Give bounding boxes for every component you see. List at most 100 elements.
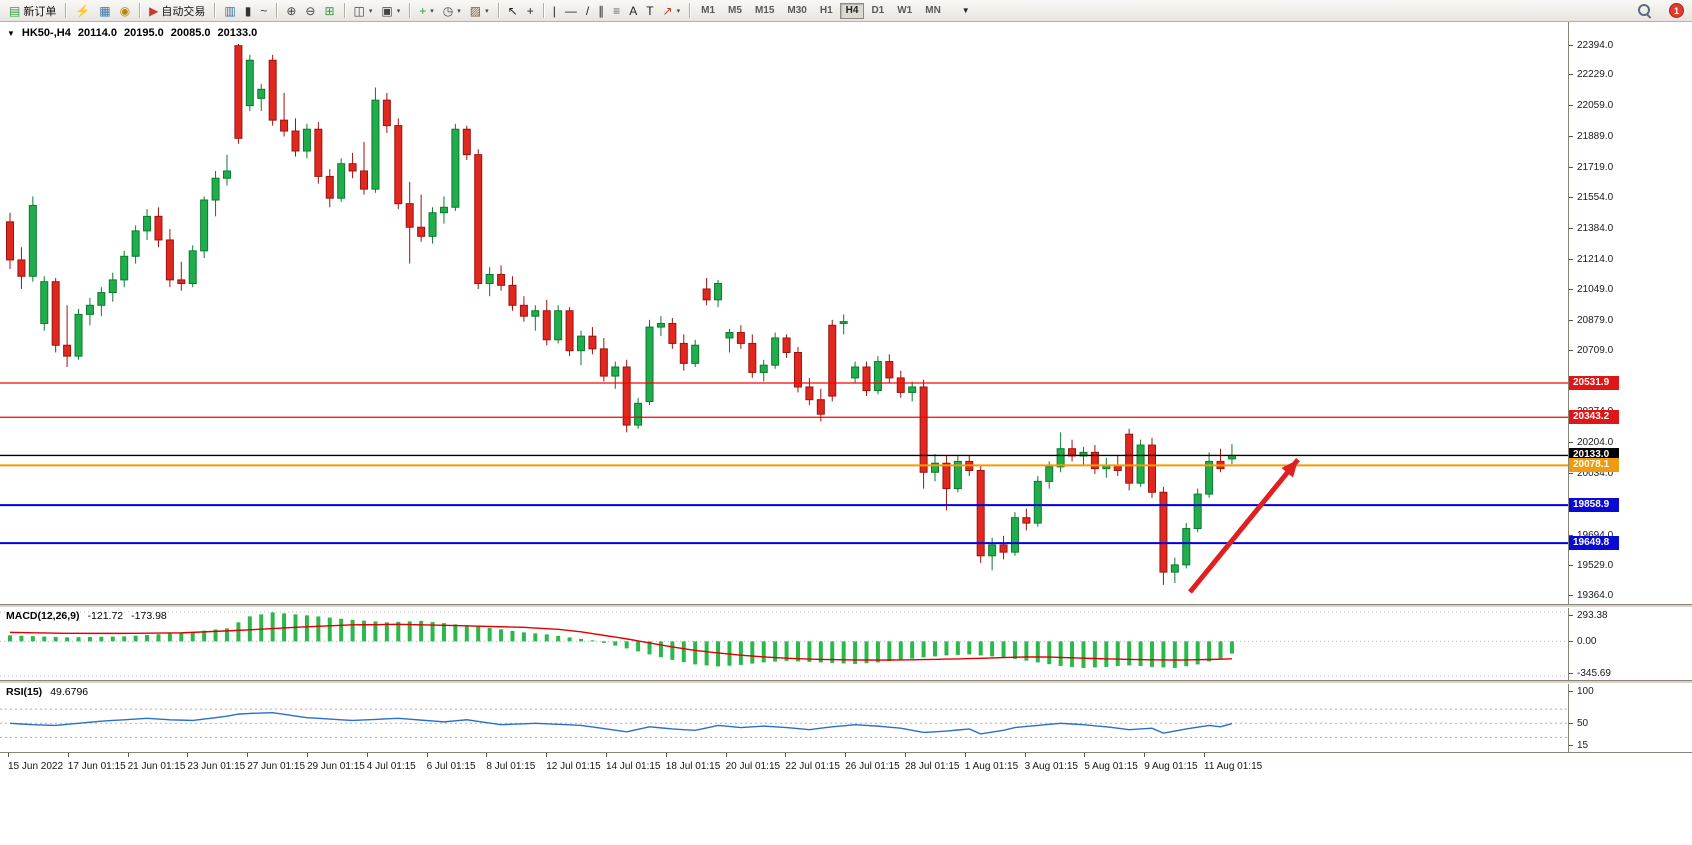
macd-histogram-bar [373, 621, 378, 642]
rsi-chart[interactable] [0, 684, 1568, 752]
candle-body [588, 335, 597, 350]
candle-body [6, 221, 14, 261]
trendline-button[interactable]: / [582, 0, 593, 22]
price-tick-label: 21049.0 [1569, 282, 1613, 296]
time-axis[interactable]: 15 Jun 2022 17 Jun 01:15 21 Jun 01:15 23 Ju… [0, 752, 1692, 778]
timeframe-h1-button[interactable]: H1 [819, 4, 833, 16]
candle-body [919, 386, 928, 473]
search-icon[interactable] [1637, 3, 1652, 19]
tick-mark [1569, 258, 1573, 260]
templates-button[interactable]: ▨ ▾ [466, 0, 493, 22]
timeframe-m1-button[interactable]: M1 [701, 4, 716, 16]
dropdown-caret-icon: ▾ [368, 7, 373, 15]
channel-button[interactable]: ∥ [594, 0, 608, 22]
vertical-line-button[interactable]: | [549, 0, 560, 22]
macd-histogram-bar [955, 641, 960, 655]
macd-histogram-bar [8, 635, 12, 642]
macd-histogram-bar [807, 641, 812, 662]
macd-histogram-bar [1070, 641, 1075, 667]
line-chart-button[interactable]: ~ [256, 0, 271, 22]
macd-histogram-bar [750, 641, 755, 664]
macd-histogram-bar [499, 629, 504, 642]
cursor-button[interactable]: ↖ [504, 0, 522, 22]
time-axis-label: 22 Jul 01:15 [785, 761, 840, 772]
market-watch-button[interactable]: ⚡ [71, 0, 94, 22]
time-axis-label: 6 Jul 01:15 [426, 761, 476, 772]
timeframe-w1-button[interactable]: W1 [897, 4, 913, 16]
timeframe-d1-button[interactable]: D1 [871, 4, 885, 16]
macd-histogram-bar [704, 641, 709, 666]
tick-mark [1569, 442, 1573, 444]
notification-badge[interactable]: 1 [1669, 3, 1684, 18]
main-chart-panel[interactable]: ▼ HK50-,H4 20114.0 20195.0 20085.0 20133… [0, 22, 1692, 604]
chart-menu-icon[interactable]: ▼ [7, 28, 15, 38]
toolbar-separator [139, 3, 141, 18]
macd-histogram-bar [738, 641, 743, 665]
horizontal-line-button[interactable]: — [561, 0, 581, 22]
data-window-button[interactable]: ▦ [95, 0, 114, 22]
profiles-button[interactable]: ▣ ▾ [377, 0, 404, 22]
cursor-icon: ↖ [507, 3, 518, 18]
dropdown-caret-icon: ▾ [485, 7, 489, 15]
panel-splitter[interactable] [0, 680, 1692, 684]
zoom-in-button[interactable]: ⊕ [282, 0, 300, 22]
text-button[interactable]: A [625, 0, 641, 22]
macd-histogram-bar [556, 635, 561, 642]
rsi-axis[interactable]: 100 50 15 [1568, 684, 1692, 752]
price-tick-label: 20709.0 [1569, 344, 1613, 358]
zoom-in-icon: ⊕ [286, 3, 297, 18]
auto-trading-button[interactable]: ▶ 自动交易 [145, 0, 209, 22]
text-label-button[interactable]: T [642, 0, 657, 22]
macd-histogram-bar [213, 629, 218, 642]
macd-chart[interactable] [0, 608, 1568, 680]
time-axis-label: 20 Jul 01:15 [725, 761, 781, 772]
candlestick-chart[interactable] [0, 22, 1568, 604]
fibonacci-button[interactable]: ≡ [609, 0, 624, 22]
timeframe-m5-button[interactable]: M5 [728, 4, 742, 16]
macd-panel[interactable]: MACD(12,26,9) -121.72 -173.98 293.38 0.00… [0, 608, 1692, 680]
toolbar-separator [276, 3, 278, 18]
price-axis[interactable]: 22394.0 22229.0 22059.0 21889.0 21719.0 21554… [1568, 22, 1692, 604]
candlestick-chart-button[interactable]: ▮ [241, 0, 256, 22]
rsi-panel[interactable]: RSI(15) 49.6796 100 50 15 [0, 684, 1692, 752]
time-axis-label: 3 Aug 01:15 [1024, 761, 1078, 772]
timeframe-m15-button[interactable]: M15 [754, 4, 775, 16]
macd-axis[interactable]: 293.38 0.00 -345.69 [1568, 608, 1692, 680]
candle-body [531, 310, 540, 317]
timeframe-m30-button[interactable]: M30 [787, 4, 807, 16]
time-axis-label: 18 Jul 01:15 [665, 761, 721, 772]
price-tick-label: 20879.0 [1569, 313, 1613, 327]
periods-button[interactable]: ◷ ▾ [439, 0, 465, 22]
price-tick-text: 19364.0 [1577, 589, 1614, 601]
candle-body [348, 163, 357, 172]
time-axis-label: 17 Jun 01:15 [67, 761, 126, 772]
candle-body [85, 304, 94, 315]
indicators-button[interactable]: + ▾ [415, 0, 438, 22]
candle-body [394, 125, 403, 205]
navigator-button[interactable]: ◉ [116, 0, 134, 22]
tick-mark [1569, 614, 1573, 616]
crosshair-button[interactable]: + [523, 0, 538, 22]
macd-histogram-bar [441, 623, 446, 642]
time-axis-label: 26 Jul 01:15 [845, 761, 900, 772]
macd-histogram-bar [407, 621, 412, 642]
panel-splitter[interactable] [0, 604, 1692, 608]
chart-title: ▼ HK50-,H4 20114.0 20195.0 20085.0 20133… [7, 27, 257, 39]
rsi-scale-label: 50 [1569, 716, 1588, 730]
new-chart-button[interactable]: ◫ ▾ [350, 0, 377, 22]
zoom-out-button[interactable]: ⊖ [301, 0, 319, 22]
bar-chart-button[interactable]: ▥ [220, 0, 239, 22]
candle-body [497, 273, 506, 286]
macd-histogram-bar [1172, 641, 1177, 668]
timeframe-h4-button[interactable]: H4 [839, 2, 865, 19]
macd-histogram-bar [384, 622, 389, 642]
timeframe-mn-button[interactable]: MN [925, 4, 941, 16]
macd-histogram-bar [1138, 641, 1143, 667]
toolbar-overflow-icon[interactable]: ▼ [961, 6, 970, 15]
new-order-button[interactable]: ▤ 新订单 [5, 0, 60, 22]
tile-windows-button[interactable]: ⊞ [320, 0, 338, 22]
arrows-button[interactable]: ↗ ▾ [659, 0, 685, 22]
macd-histogram-bar [544, 634, 549, 642]
candle-body [1205, 460, 1214, 495]
price-tick-text: 21214.0 [1577, 253, 1614, 265]
